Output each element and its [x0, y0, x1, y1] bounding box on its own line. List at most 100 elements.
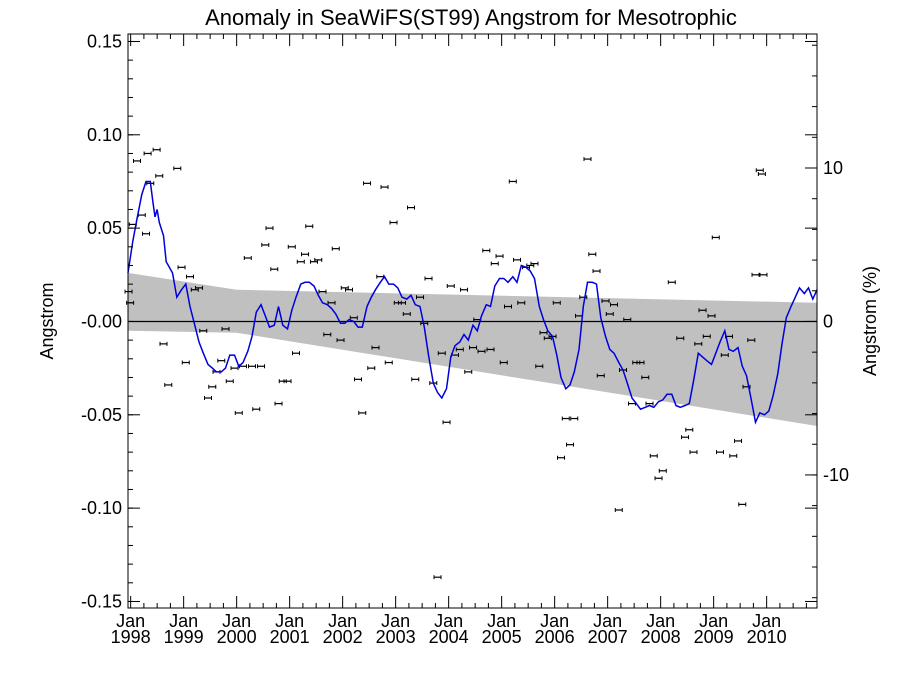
x-tick-month: Jan: [646, 611, 675, 631]
x-tick-month: Jan: [752, 611, 781, 631]
x-tick-year: 2009: [694, 627, 734, 647]
data-point: [442, 420, 451, 425]
data-point: [486, 347, 495, 352]
data-point: [681, 435, 690, 440]
data-point: [173, 166, 182, 171]
data-point: [561, 416, 570, 421]
data-point: [738, 502, 747, 507]
data-point: [702, 334, 711, 339]
data-point: [318, 289, 327, 294]
x-tick-month: Jan: [169, 611, 198, 631]
data-point: [371, 345, 380, 350]
data-point: [588, 252, 597, 257]
data-point: [186, 274, 195, 279]
data-point: [539, 330, 548, 335]
x-tick-year: 2002: [323, 627, 363, 647]
data-point: [270, 267, 279, 272]
data-point: [230, 366, 239, 371]
data-point: [261, 242, 270, 247]
data-point: [323, 332, 332, 337]
data-point: [265, 226, 274, 231]
y-tick-label: 0.10: [87, 125, 122, 145]
y-tick-label: -0.00: [81, 311, 122, 331]
y-tick-label: -0.05: [81, 405, 122, 425]
data-point: [331, 246, 340, 251]
data-point: [535, 364, 544, 369]
data-point: [274, 401, 283, 406]
data-point: [747, 338, 756, 343]
y-tick-label: 0.05: [87, 218, 122, 238]
data-point: [283, 379, 292, 384]
data-point: [694, 341, 703, 346]
data-point: [676, 336, 685, 341]
data-point: [411, 377, 420, 382]
data-point: [358, 410, 367, 415]
y-tick-label: 0.15: [87, 31, 122, 51]
data-point: [301, 252, 310, 257]
data-point: [623, 317, 632, 322]
x-axis: Jan1998Jan1999Jan2000Jan2001Jan2002Jan20…: [111, 34, 807, 647]
x-tick-month: Jan: [328, 611, 357, 631]
data-point: [257, 364, 266, 369]
data-point: [605, 312, 614, 316]
data-point: [649, 453, 658, 458]
data-point: [517, 300, 526, 305]
x-tick-month: Jan: [222, 611, 251, 631]
data-point: [734, 438, 743, 443]
data-point: [645, 401, 654, 406]
data-point: [199, 328, 208, 333]
data-point: [336, 338, 345, 343]
data-point: [407, 205, 416, 210]
data-point: [142, 231, 151, 236]
data-point: [143, 151, 152, 156]
data-point: [707, 313, 716, 318]
data-point: [354, 377, 363, 382]
data-point: [490, 261, 499, 266]
y-axis-title: Angstrom: [37, 282, 57, 359]
data-point: [287, 244, 296, 249]
x-tick-year: 2004: [429, 627, 469, 647]
x-tick-month: Jan: [540, 611, 569, 631]
x-tick-year: 2000: [217, 627, 257, 647]
x-tick-year: 2005: [482, 627, 522, 647]
data-point: [614, 508, 623, 512]
data-point: [204, 396, 213, 400]
data-point: [327, 300, 336, 305]
data-point: [460, 287, 469, 292]
data-point: [389, 220, 398, 225]
confidence-band: [128, 272, 817, 426]
data-point: [314, 257, 323, 262]
data-point: [658, 468, 667, 473]
data-point: [596, 373, 605, 378]
data-point: [698, 308, 707, 313]
data-point: [552, 300, 561, 305]
data-point: [751, 272, 760, 277]
data-point: [508, 179, 517, 184]
data-point: [363, 181, 372, 186]
data-point: [570, 416, 579, 421]
data-point: [177, 265, 186, 270]
data-point: [137, 213, 146, 218]
data-point: [296, 259, 305, 264]
data-point: [685, 427, 694, 432]
data-point: [455, 347, 464, 352]
x-tick-month: Jan: [593, 611, 622, 631]
data-point: [248, 364, 257, 369]
data-point: [345, 287, 354, 292]
data-point: [292, 351, 301, 356]
data-point: [689, 450, 698, 455]
x-tick-year: 2006: [535, 627, 575, 647]
data-point: [716, 450, 725, 455]
data-point: [610, 302, 619, 307]
data-point: [437, 351, 446, 356]
data-point: [654, 476, 663, 481]
data-point: [583, 157, 592, 162]
data-point: [221, 326, 230, 331]
data-point: [195, 285, 204, 290]
data-point: [495, 254, 504, 259]
data-point: [759, 272, 768, 277]
y-tick-label: -0.10: [81, 498, 122, 518]
x-tick-year: 2003: [376, 627, 416, 647]
data-point: [566, 442, 575, 447]
